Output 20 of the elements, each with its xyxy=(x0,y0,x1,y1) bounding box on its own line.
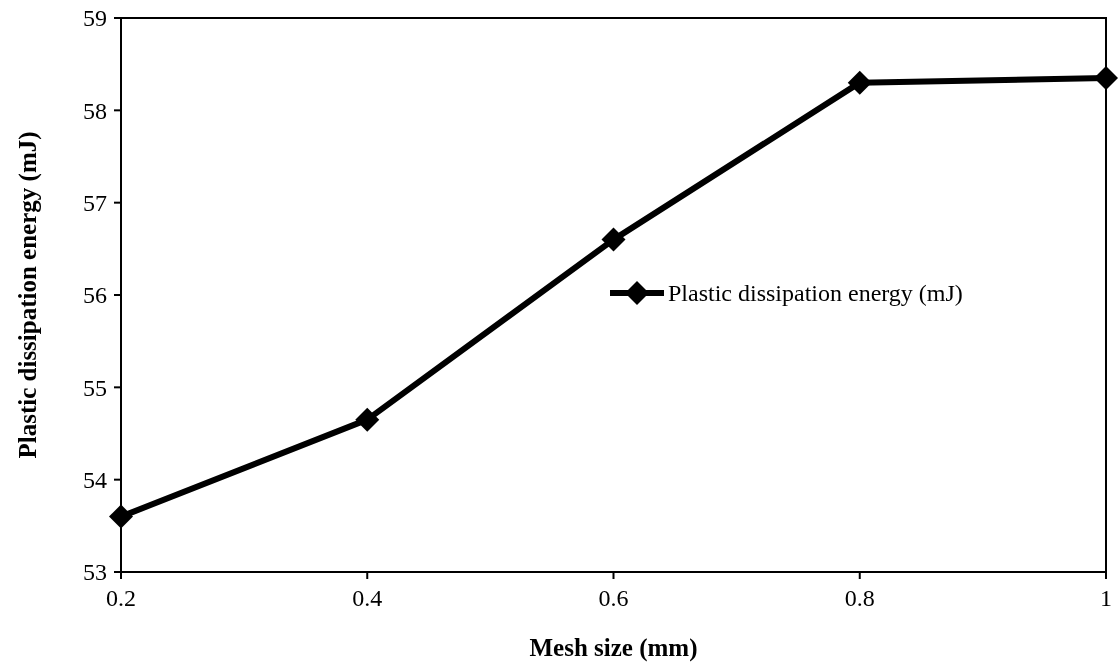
point xyxy=(847,70,872,95)
y-tick-label: 57 xyxy=(83,190,107,217)
point xyxy=(355,407,380,432)
point xyxy=(109,504,133,529)
y-axis-title: Plastic dissipation energy (mJ) xyxy=(14,131,42,459)
x-tick-label: 0.4 xyxy=(352,585,383,611)
y-tick-label: 55 xyxy=(83,374,107,401)
legend-label: Plastic dissipation energy (mJ) xyxy=(668,280,963,307)
y-tick-label: 58 xyxy=(83,97,107,124)
x-axis-title: Mesh size (mm) xyxy=(529,634,698,662)
x-tick-label: 1 xyxy=(1100,585,1112,611)
y-tick-label: 59 xyxy=(83,5,107,32)
x-tick-label: 0.8 xyxy=(844,585,875,611)
point xyxy=(1094,66,1118,91)
y-tick-label: 56 xyxy=(83,282,107,309)
y-tick-label: 54 xyxy=(83,467,107,494)
x-tick-label: 0.2 xyxy=(106,585,136,611)
point xyxy=(601,227,626,252)
y-tick-label: 53 xyxy=(83,559,107,586)
x-tick-label: 0.6 xyxy=(598,585,629,611)
